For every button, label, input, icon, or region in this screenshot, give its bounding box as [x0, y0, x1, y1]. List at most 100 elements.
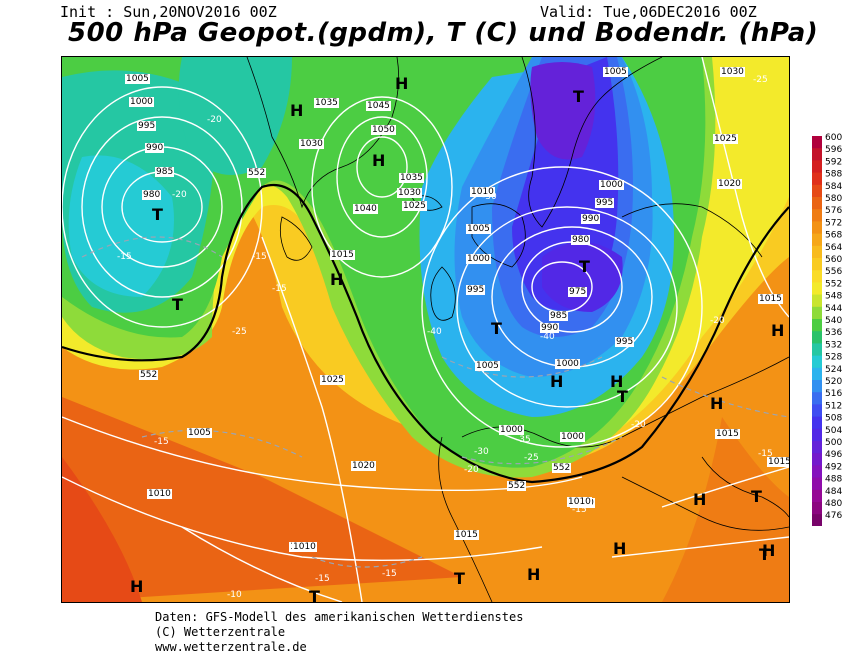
- scale-label: 544: [825, 304, 842, 314]
- scale-label: 536: [825, 328, 842, 338]
- pressure-label: 1000: [129, 97, 154, 107]
- temperature-label: -25: [232, 327, 247, 337]
- temperature-label: -20: [207, 115, 222, 125]
- temperature-label: -40: [427, 327, 442, 337]
- scale-label: 556: [825, 267, 842, 277]
- geopotential-label: 552: [507, 481, 527, 491]
- pressure-label: 990: [581, 214, 601, 224]
- high-marker: H: [395, 74, 409, 93]
- scale-label: 496: [825, 450, 842, 460]
- scale-label: 488: [825, 475, 842, 485]
- pressure-label: 995: [466, 285, 486, 295]
- low-marker: T: [751, 487, 762, 506]
- temperature-label: -10: [227, 590, 242, 600]
- scale-label: 540: [825, 316, 842, 326]
- color-scale: 600 596 592 588 584 580 576 572 568 564 560 556 552 5…: [812, 133, 842, 526]
- scale-swatch: [812, 245, 822, 259]
- low-marker: T: [573, 87, 584, 106]
- scale-label: 572: [825, 218, 842, 228]
- scale-label: 596: [825, 145, 842, 155]
- pressure-label: 1010: [147, 489, 172, 499]
- low-marker: T: [152, 205, 163, 224]
- scale-label: 560: [825, 255, 842, 265]
- valid-time: Valid: Tue,06DEC2016 00Z: [540, 3, 757, 21]
- pressure-label: 1015: [715, 429, 740, 439]
- high-marker: H: [693, 490, 707, 509]
- scale-swatch: [812, 258, 822, 271]
- pressure-label: 980: [571, 235, 591, 245]
- scale-swatch: [812, 160, 822, 174]
- scale-swatch: [812, 428, 822, 442]
- scale-swatch: [812, 367, 822, 381]
- scale-swatch: [812, 282, 822, 296]
- geopotential-label: 552: [552, 463, 572, 473]
- temperature-label: -25: [524, 453, 539, 463]
- pressure-label: 1020: [351, 461, 376, 471]
- scale-swatch: [812, 136, 822, 149]
- scale-label: 592: [825, 157, 842, 167]
- scale-swatch: [812, 319, 822, 332]
- pressure-label: 1000: [555, 359, 580, 369]
- low-marker: T: [579, 257, 590, 276]
- pressure-label: 1005: [475, 361, 500, 371]
- scale-swatch: [812, 380, 822, 393]
- credit-data-source: Daten: GFS-Modell des amerikanischen Wet…: [155, 610, 524, 624]
- scale-swatch: [812, 416, 822, 430]
- temperature-label: -30: [482, 192, 497, 202]
- scale-swatch: [812, 233, 822, 247]
- scale-swatch: [812, 477, 822, 491]
- scale-label: 512: [825, 401, 842, 411]
- pressure-label: 1015: [767, 457, 790, 467]
- temperature-label: -15: [758, 449, 773, 459]
- high-marker: H: [130, 577, 144, 596]
- low-marker: T: [172, 295, 183, 314]
- scale-label: 520: [825, 377, 842, 387]
- credit-copyright: (C) Wetterzentrale: [155, 625, 286, 639]
- scale-swatch: [812, 355, 822, 369]
- geopotential-label: 552: [139, 370, 159, 380]
- pressure-label: 1030: [299, 139, 324, 149]
- high-marker: H: [290, 101, 304, 120]
- pressure-label: 1015: [454, 530, 479, 540]
- high-marker: H: [613, 539, 627, 558]
- scale-label: 580: [825, 194, 842, 204]
- high-marker: H: [710, 394, 724, 413]
- map-canvas: [62, 57, 789, 602]
- high-marker: H: [771, 321, 785, 340]
- geopotential-label: 552: [247, 168, 267, 178]
- temperature-label: -15: [382, 569, 397, 579]
- scale-swatch: [812, 331, 822, 344]
- temperature-label: -20: [172, 190, 187, 200]
- pressure-label: 1030: [397, 188, 422, 198]
- pressure-label: 1000: [499, 425, 524, 435]
- scale-label: 484: [825, 487, 842, 497]
- temperature-label: -20: [631, 420, 646, 430]
- scale-label: 492: [825, 462, 842, 472]
- geopotential-fill: [62, 57, 789, 602]
- scale-label: 500: [825, 438, 842, 448]
- pressure-label: 1035: [314, 98, 339, 108]
- chart-title: 500 hPa Geopot.(gpdm), T (C) und Bodendr…: [68, 18, 819, 48]
- scale-swatch: [812, 197, 822, 210]
- scale-swatch: [812, 343, 822, 357]
- pressure-label: 1010: [567, 497, 592, 507]
- scale-swatch: [812, 392, 822, 405]
- temperature-label: -30: [474, 447, 489, 457]
- temperature-label: -15: [272, 284, 287, 294]
- scale-swatch: [812, 148, 822, 161]
- temperature-label: -15: [154, 437, 169, 447]
- isotherms: [81, 236, 789, 568]
- scale-label: 568: [825, 231, 842, 241]
- pressure-label: 980: [142, 190, 162, 200]
- high-marker: H: [527, 565, 541, 584]
- scale-swatch: [812, 209, 822, 222]
- scale-label: 588: [825, 170, 842, 180]
- temperature-label: -20: [464, 465, 479, 475]
- weather-map: 1005 1000 995 990 985 980 1035 1045 1050 1030 1035…: [61, 56, 790, 603]
- scale-swatch: [812, 221, 822, 235]
- scale-swatch: [812, 270, 822, 283]
- pressure-label: 1015: [330, 250, 355, 260]
- pressure-label: 1000: [560, 432, 585, 442]
- pressure-label: 1030: [720, 67, 745, 77]
- scale-swatch: [812, 306, 822, 320]
